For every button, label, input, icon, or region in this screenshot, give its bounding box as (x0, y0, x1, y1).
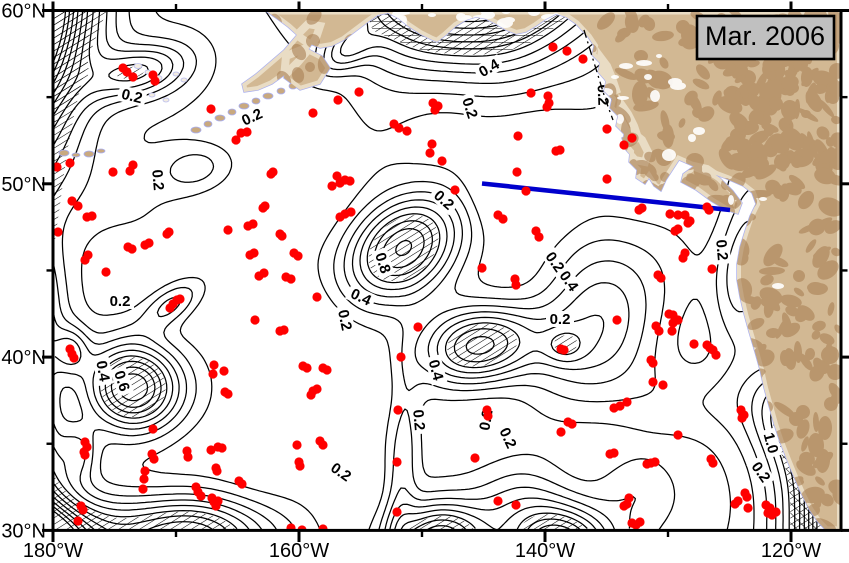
svg-text:0.4: 0.4 (92, 359, 112, 383)
svg-text:0.6: 0.6 (110, 369, 133, 394)
svg-text:0.2: 0.2 (110, 293, 131, 310)
svg-text:180°W: 180°W (23, 540, 83, 562)
svg-text:0.2: 0.2 (148, 169, 167, 191)
svg-text:0.8: 0.8 (371, 251, 394, 276)
svg-text:0.2: 0.2 (409, 409, 428, 431)
svg-text:40°N: 40°N (1, 347, 46, 369)
svg-text:30°N: 30°N (1, 520, 46, 542)
svg-text:0.2: 0.2 (334, 308, 355, 332)
svg-text:0.2: 0.2 (712, 239, 731, 261)
svg-text:120°W: 120°W (761, 540, 821, 562)
svg-text:Mar. 2006: Mar. 2006 (705, 21, 825, 51)
svg-text:140°W: 140°W (515, 540, 575, 562)
svg-text:0.2: 0.2 (120, 86, 144, 108)
svg-text:60°N: 60°N (1, 1, 46, 23)
svg-text:0.2: 0.2 (458, 96, 481, 121)
svg-text:0.2: 0.2 (550, 311, 571, 328)
svg-text:50°N: 50°N (1, 174, 46, 196)
svg-text:160°W: 160°W (269, 540, 329, 562)
svg-text:1.0: 1.0 (760, 431, 782, 456)
svg-text:0.4: 0.4 (425, 358, 447, 383)
